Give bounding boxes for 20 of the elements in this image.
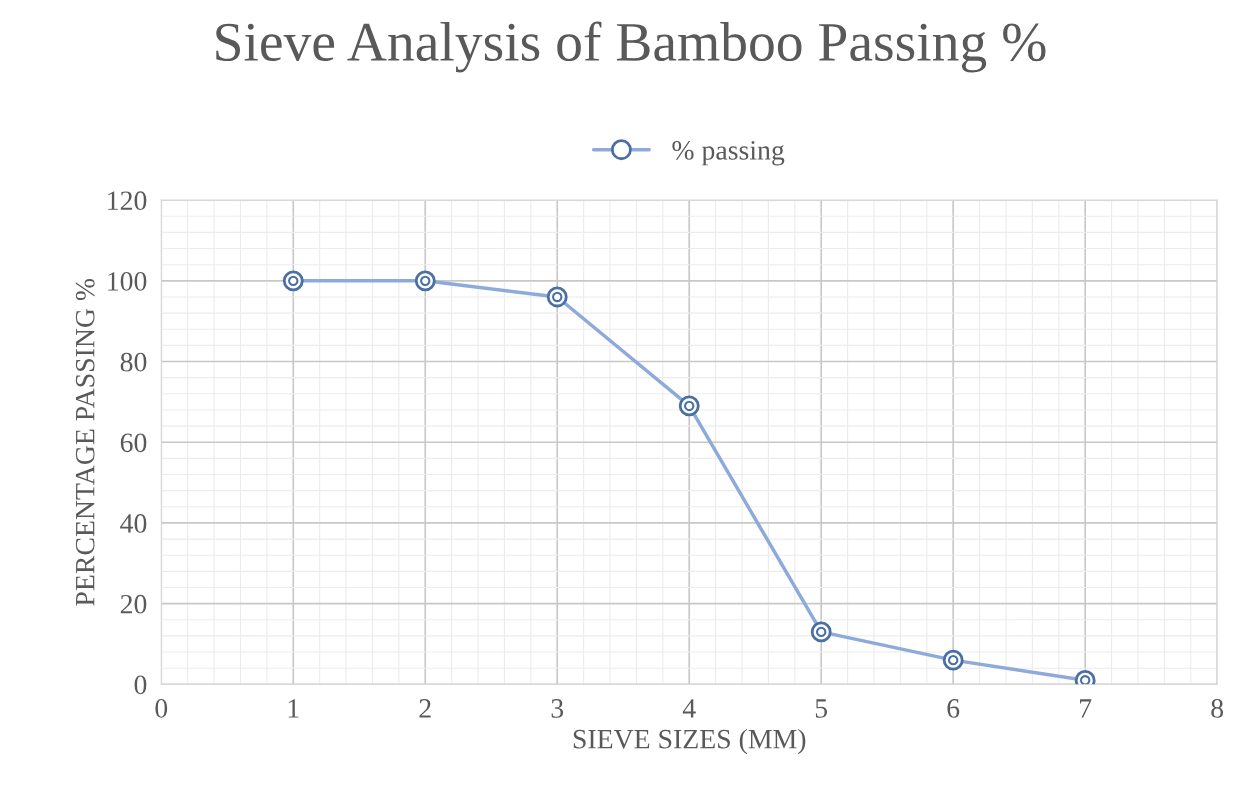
x-tick-label: 8: [1211, 699, 1224, 718]
legend-label: % passing: [672, 140, 785, 166]
x-tick-label: 6: [947, 699, 960, 718]
y-tick-label: 120: [108, 191, 147, 211]
x-tick-label: 7: [1080, 699, 1092, 718]
x-tick-label: 1: [288, 699, 299, 718]
y-tick-label: 0: [134, 675, 147, 695]
y-tick-label: 20: [120, 594, 147, 614]
chart-title: Sieve Analysis of Bamboo Passing %: [216, 21, 1046, 73]
y-tick-label: 100: [108, 272, 147, 291]
y-tick-label: 40: [120, 514, 147, 533]
x-tick-label: 3: [551, 699, 564, 718]
x-tick-label: 5: [815, 699, 828, 718]
x-tick-label: 2: [419, 699, 431, 718]
x-tick-label: 4: [682, 699, 696, 718]
y-axis-title: PERCENTAGE PASSING %: [75, 278, 95, 606]
x-axis-title: SIEVE SIZES (MM): [573, 728, 806, 755]
y-tick-label: 60: [120, 433, 147, 453]
y-tick-label: 80: [120, 352, 147, 372]
x-tick-label: 0: [155, 699, 168, 718]
